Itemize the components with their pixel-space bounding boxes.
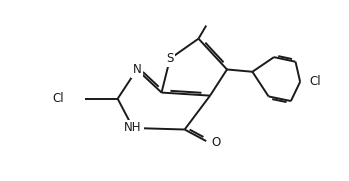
Text: N: N <box>133 63 141 76</box>
Text: Cl: Cl <box>309 75 321 88</box>
Text: NH: NH <box>124 121 142 134</box>
Text: Cl: Cl <box>53 92 64 105</box>
Text: S: S <box>166 52 174 65</box>
Text: O: O <box>211 136 221 149</box>
